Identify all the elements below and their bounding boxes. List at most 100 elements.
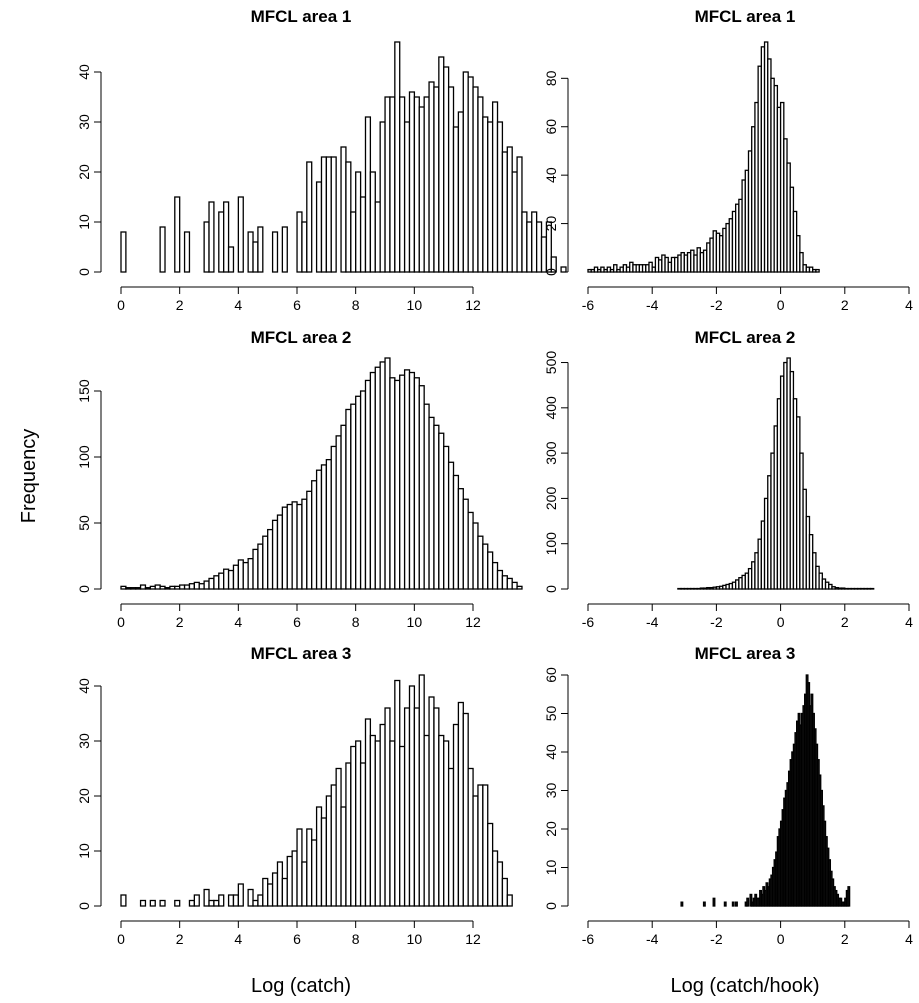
histogram-bar <box>815 268 820 273</box>
histogram-bar <box>257 543 264 590</box>
histogram-bar <box>247 231 254 273</box>
histogram-bar <box>203 221 210 273</box>
histogram-bar <box>120 585 127 590</box>
histogram-bar <box>428 81 435 273</box>
histogram-bar <box>472 795 479 907</box>
histogram-bar <box>281 226 288 273</box>
histogram-bar <box>399 96 406 273</box>
histogram-bar <box>159 585 166 590</box>
histogram-bar <box>262 535 269 590</box>
histogram-bar <box>389 377 396 590</box>
y-tick-label: 40 <box>76 678 92 694</box>
histogram-bar <box>330 445 337 590</box>
histogram-bar <box>325 156 332 273</box>
y-tick-label: 30 <box>76 733 92 749</box>
histogram-bar <box>193 894 200 907</box>
histogram-bar <box>311 480 318 590</box>
histogram-bar <box>130 587 137 590</box>
x-tick-label: 4 <box>234 931 242 947</box>
histogram-bar <box>340 424 347 590</box>
histogram-bar <box>438 734 445 907</box>
panel-title: MFCL area 3 <box>695 644 796 663</box>
x-tick-label: 10 <box>407 931 423 947</box>
x-tick-label: 0 <box>117 614 125 630</box>
histogram-bar <box>154 584 161 590</box>
histogram-bar <box>462 71 469 273</box>
histogram-bar <box>491 561 499 590</box>
histogram-bar <box>384 357 391 590</box>
histogram-bar <box>506 146 513 273</box>
histogram-bar <box>374 366 381 590</box>
histogram-bar <box>443 66 450 273</box>
x-tick-label: 10 <box>407 614 423 630</box>
y-tick-label: 10 <box>543 860 559 876</box>
histogram-bar <box>179 584 186 590</box>
y-tick-label: 40 <box>543 167 559 183</box>
histogram-bar <box>496 569 504 590</box>
histogram-bar <box>345 161 352 273</box>
histogram-bar <box>428 416 435 590</box>
histogram-bar <box>433 86 440 273</box>
histogram-bar <box>399 745 406 907</box>
x-tick-label: 10 <box>407 297 423 313</box>
histogram-bar <box>350 745 357 907</box>
x-tick-label: -6 <box>582 931 595 947</box>
y-tick-label: 30 <box>76 114 92 130</box>
histogram-bar <box>232 894 240 907</box>
histogram-bar <box>232 564 240 590</box>
histogram-bar <box>680 901 684 907</box>
x-tick-label: 0 <box>117 931 125 947</box>
histogram-bar <box>712 897 716 907</box>
histogram-bar <box>164 587 171 590</box>
histogram-bar <box>447 767 455 907</box>
histogram-bar <box>198 583 205 590</box>
histogram-bar <box>149 899 156 907</box>
histogram-bar <box>227 569 235 590</box>
histogram-bar <box>139 899 147 907</box>
histogram-bar <box>223 568 230 590</box>
histogram-bar <box>271 519 279 590</box>
histogram-bar <box>540 236 548 273</box>
histogram-bar <box>227 894 235 907</box>
histogram-bar <box>516 156 523 273</box>
histogram-bar <box>315 469 323 590</box>
panel-title: MFCL area 1 <box>251 7 352 26</box>
histogram-bar <box>291 850 298 907</box>
histogram-bar <box>183 584 191 590</box>
histogram-bar <box>276 861 284 907</box>
histogram-bar <box>330 156 337 273</box>
histogram-bar <box>345 408 352 590</box>
histogram-bar <box>467 767 474 907</box>
histogram-bar <box>159 226 166 273</box>
histogram-bar <box>403 121 411 273</box>
x-tick-label: 12 <box>465 614 481 630</box>
y-tick-label: 40 <box>543 744 559 760</box>
histogram-bar <box>511 171 518 273</box>
histogram-bar <box>418 674 425 907</box>
x-tick-label: 0 <box>777 931 785 947</box>
histogram-bar <box>487 551 494 590</box>
histogram-bar <box>702 901 706 907</box>
histogram-bar <box>501 877 508 907</box>
histogram-bar <box>457 111 464 273</box>
histogram-bar <box>408 371 416 590</box>
histogram-bar <box>408 685 416 907</box>
x-tick-label: 4 <box>905 297 913 313</box>
histogram-bar <box>306 828 313 907</box>
y-tick-label: 10 <box>76 214 92 230</box>
histogram-bar <box>218 211 225 273</box>
histogram-bar <box>399 374 406 590</box>
y-tick-label: 60 <box>543 119 559 135</box>
histogram-bar <box>267 528 274 590</box>
panel-title: MFCL area 1 <box>695 7 796 26</box>
histogram-bar <box>482 543 489 590</box>
histogram-bar <box>413 707 420 907</box>
histogram-bar <box>433 707 440 907</box>
histogram-bar <box>423 403 430 590</box>
histogram-bar <box>491 101 499 273</box>
y-tick-label: 20 <box>76 164 92 180</box>
histogram-bar <box>301 861 308 907</box>
histogram-bar <box>526 221 533 273</box>
